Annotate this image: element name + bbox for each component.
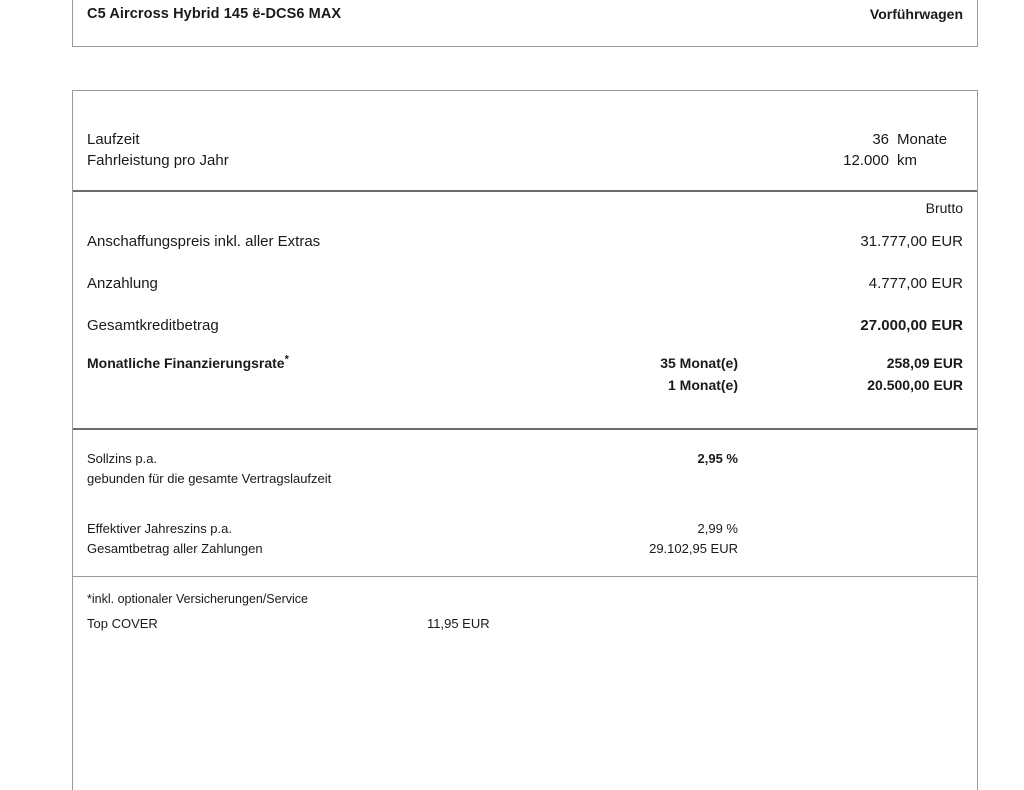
purchase-price-value: 31.777,00 EUR	[860, 232, 963, 250]
vehicle-header-box: C5 Aircross Hybrid 145 ë-DCS6 MAX Vorfüh…	[72, 0, 978, 47]
row-monthly-rate-1: Monatliche Finanzierungsrate* 35 Monat(e…	[73, 352, 977, 374]
status-badge: Vorführwagen	[869, 6, 963, 22]
vehicle-header-row: C5 Aircross Hybrid 145 ë-DCS6 MAX Vorfüh…	[73, 1, 977, 27]
row-nominal-interest: Sollzins p.a. 2,95 %	[73, 448, 977, 468]
row-mileage: Fahrleistung pro Jahr 12.000 km	[73, 150, 977, 171]
nominal-interest-label: Sollzins p.a.	[87, 450, 158, 466]
total-payments-value: 29.102,95 EUR	[649, 540, 738, 556]
monthly-rate-months-2: 1 Monat(e)	[668, 377, 738, 393]
page-title: C5 Aircross Hybrid 145 ë-DCS6 MAX	[87, 6, 342, 22]
financing-details-box: Laufzeit 36 Monate Fahrleistung pro Jahr …	[72, 90, 978, 790]
effective-interest-value: 2,99 %	[697, 520, 738, 536]
interest-section: Sollzins p.a. 2,95 % gebunden für die ge…	[73, 430, 977, 577]
purchase-price-label: Anschaffungspreis inkl. aller Extras	[87, 232, 321, 250]
footnote-item-label: Top COVER	[87, 615, 158, 631]
monthly-rate-months-1: 35 Monat(e)	[660, 355, 738, 371]
monthly-rate-amount-1: 258,09 EUR	[886, 355, 963, 371]
effective-interest-label: Effektiver Jahreszins p.a.	[87, 520, 232, 536]
contract-terms-section: Laufzeit 36 Monate Fahrleistung pro Jahr …	[73, 91, 977, 192]
row-purchase-price: Anschaffungspreis inkl. aller Extras 31.…	[73, 220, 977, 262]
total-credit-label: Gesamtkreditbetrag	[87, 316, 219, 334]
prices-section: Brutto Anschaffungspreis inkl. aller Ext…	[73, 192, 977, 430]
row-total-credit: Gesamtkreditbetrag 27.000,00 EUR	[73, 304, 977, 346]
row-column-header: Brutto	[73, 196, 977, 220]
down-payment-value: 4.777,00 EUR	[868, 274, 963, 292]
row-duration: Laufzeit 36 Monate	[73, 129, 977, 150]
duration-number: 36	[872, 131, 889, 148]
footnote-note: *inkl. optionaler Versicherungen/Service	[87, 592, 308, 606]
column-header-brutto: Brutto	[925, 200, 963, 216]
total-credit-value: 27.000,00 EUR	[860, 316, 963, 334]
row-footnote-note: *inkl. optionaler Versicherungen/Service	[73, 587, 977, 611]
monthly-rate-block: Monatliche Finanzierungsrate* 35 Monat(e…	[73, 346, 977, 418]
monthly-rate-label: Monatliche Finanzierungsrate*	[87, 353, 488, 371]
total-payments-label: Gesamtbetrag aller Zahlungen	[87, 540, 263, 556]
row-nominal-interest-note: gebunden für die gesamte Vertragslaufzei…	[73, 468, 977, 488]
monthly-rate-label-text: Monatliche Finanzierungsrate	[87, 355, 285, 371]
footnote-item-value: 11,95 EUR	[427, 615, 490, 631]
nominal-interest-note: gebunden für die gesamte Vertragslaufzei…	[87, 470, 332, 486]
mileage-label: Fahrleistung pro Jahr	[87, 152, 229, 169]
nominal-interest-value: 2,95 %	[697, 450, 738, 466]
footnote-marker: *	[284, 353, 289, 366]
mileage-unit: km	[897, 152, 917, 169]
down-payment-label: Anzahlung	[87, 274, 158, 292]
row-footnote-item: Top COVER 11,95 EUR	[73, 611, 977, 635]
row-monthly-rate-2: 1 Monat(e) 20.500,00 EUR	[73, 374, 977, 396]
row-total-payments: Gesamtbetrag aller Zahlungen 29.102,95 E…	[73, 538, 977, 558]
duration-label: Laufzeit	[87, 131, 140, 148]
row-effective-interest: Effektiver Jahreszins p.a. 2,99 %	[73, 518, 977, 538]
footnote-section: *inkl. optionaler Versicherungen/Service…	[73, 577, 977, 649]
duration-value: 36 Monate	[738, 129, 963, 150]
interest-gap	[73, 488, 977, 518]
duration-unit: Monate	[897, 131, 948, 148]
mileage-value: 12.000 km	[738, 150, 963, 171]
row-down-payment: Anzahlung 4.777,00 EUR	[73, 262, 977, 304]
mileage-number: 12.000	[843, 152, 889, 169]
monthly-rate-amount-2: 20.500,00 EUR	[867, 377, 963, 393]
